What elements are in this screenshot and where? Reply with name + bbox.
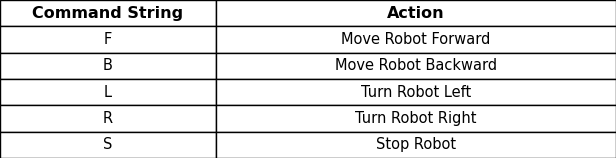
Text: B: B <box>103 58 113 73</box>
Bar <box>0 132 216 158</box>
Bar <box>216 79 616 105</box>
Text: R: R <box>103 111 113 126</box>
Bar <box>0 105 216 132</box>
Bar <box>216 132 616 158</box>
Text: Turn Robot Right: Turn Robot Right <box>355 111 477 126</box>
Text: Move Robot Backward: Move Robot Backward <box>334 58 497 73</box>
Text: Move Robot Forward: Move Robot Forward <box>341 32 490 47</box>
Bar <box>0 26 216 53</box>
Bar <box>216 53 616 79</box>
Bar <box>0 0 216 26</box>
Text: Turn Robot Left: Turn Robot Left <box>361 85 471 100</box>
Bar <box>216 0 616 26</box>
Bar <box>216 105 616 132</box>
Text: F: F <box>103 32 112 47</box>
Bar <box>216 26 616 53</box>
Text: Stop Robot: Stop Robot <box>376 137 456 152</box>
Bar <box>0 53 216 79</box>
Bar <box>0 79 216 105</box>
Text: S: S <box>103 137 113 152</box>
Text: Command String: Command String <box>32 6 184 21</box>
Text: Action: Action <box>387 6 445 21</box>
Text: L: L <box>104 85 111 100</box>
